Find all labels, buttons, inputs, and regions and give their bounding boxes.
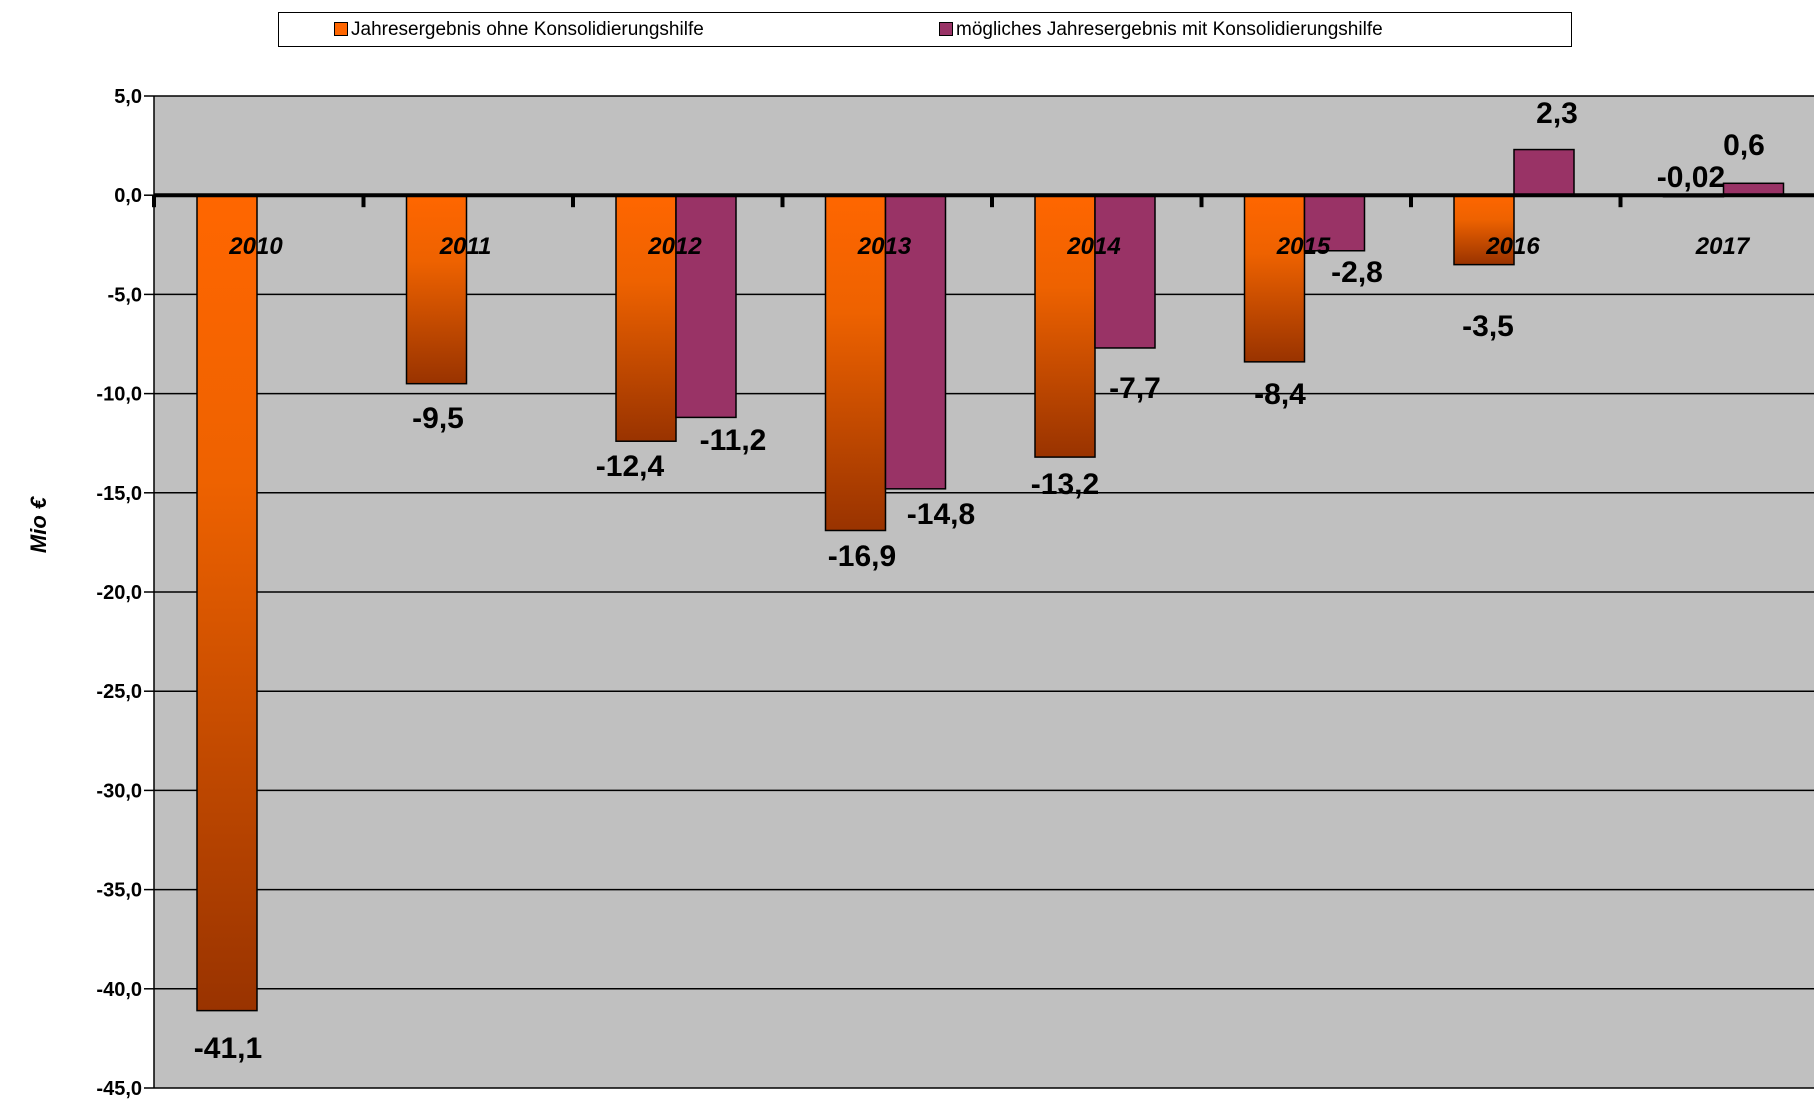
x-category-label: 2011 — [439, 233, 492, 260]
x-category-label: 2010 — [228, 233, 283, 260]
y-axis-title: Mio € — [26, 495, 51, 553]
axes: 5,0 0,0 -5,0 -10,0 -15,0 -20,0 -25,0 -30,0 -35,0… — [96, 86, 1814, 1100]
y-tick-label: -20,0 — [96, 582, 142, 604]
labels: 2010 2011 2012 2013 2014 2015 2016 2017 -41,1 -9,… — [194, 97, 1765, 1065]
data-label-series-2: -11,2 — [700, 424, 767, 457]
data-label-series-1: -16,9 — [828, 540, 896, 573]
data-label-series-2: -7,7 — [1109, 372, 1161, 405]
data-label-series-1: -12,4 — [596, 450, 665, 483]
data-label-series-1: -3,5 — [1462, 310, 1514, 343]
bars — [196, 148, 1785, 1012]
bar-series-1 — [1243, 194, 1306, 363]
y-tick-label: -30,0 — [96, 780, 142, 802]
bar-series-2 — [884, 194, 947, 490]
y-tick-label: -25,0 — [96, 681, 142, 703]
legend-swatch-series-1 — [334, 22, 348, 36]
legend-label-series-2: mögliches Jahresergebnis mit Konsolidier… — [956, 19, 1383, 40]
y-tick-label: -10,0 — [96, 384, 142, 406]
data-label-series-1: -8,4 — [1254, 378, 1306, 411]
legend-item-series-1: Jahresergebnis ohne Konsolidierungshilfe — [334, 19, 704, 41]
data-label-series-2: -2,8 — [1331, 256, 1383, 289]
bar-series-1 — [615, 194, 677, 442]
x-category-label: 2016 — [1485, 233, 1540, 260]
y-tick-label: -40,0 — [96, 979, 142, 1001]
x-category-label: 2013 — [857, 233, 912, 260]
y-tick-label: 0,0 — [114, 185, 142, 207]
bar-series-2 — [1513, 148, 1575, 196]
legend-swatch-series-2 — [939, 22, 953, 36]
data-label-series-1: -0,02 — [1657, 161, 1725, 194]
bar-series-2 — [1303, 194, 1366, 252]
bar-series-1 — [405, 194, 468, 385]
x-category-label: 2014 — [1066, 233, 1120, 260]
data-label-series-2: -14,8 — [907, 498, 975, 531]
x-category-label: 2012 — [647, 233, 702, 260]
bar-series-2 — [1094, 194, 1156, 349]
chart-legend: Jahresergebnis ohne Konsolidierungshilfe… — [278, 12, 1572, 47]
bar-series-1 — [196, 194, 258, 1012]
data-label-series-2: 2,3 — [1536, 97, 1578, 130]
x-category-label: 2017 — [1695, 233, 1751, 260]
y-tick-label: -15,0 — [96, 483, 142, 505]
x-category-label: 2015 — [1276, 233, 1331, 260]
data-label-series-1: -41,1 — [194, 1032, 262, 1065]
y-tick-label: -35,0 — [96, 880, 142, 902]
y-tick-label: -5,0 — [108, 284, 142, 306]
legend-item-series-2: mögliches Jahresergebnis mit Konsolidier… — [939, 19, 1383, 41]
bar-series-1 — [1453, 194, 1515, 266]
data-label-series-1: -9,5 — [412, 402, 464, 435]
data-label-series-2: 0,6 — [1723, 129, 1765, 162]
legend-label-series-1: Jahresergebnis ohne Konsolidierungshilfe — [351, 19, 704, 40]
bar-series-2 — [675, 194, 737, 419]
y-tick-label: 5,0 — [114, 86, 142, 108]
y-tick-label: -45,0 — [96, 1078, 142, 1100]
gridlines — [154, 95, 1814, 1089]
data-label-series-1: -13,2 — [1031, 468, 1099, 501]
